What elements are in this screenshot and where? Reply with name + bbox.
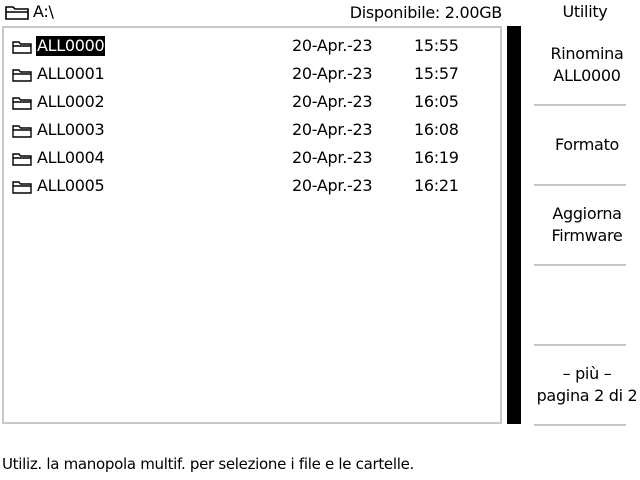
list-item[interactable]: ALL0004 20-Apr.-23 16:19 xyxy=(10,146,498,170)
free-space-label: Disponibile: 2.00GB xyxy=(349,3,503,22)
file-name: ALL0002 xyxy=(37,92,105,111)
list-item[interactable]: ALL0003 20-Apr.-23 16:08 xyxy=(10,118,498,142)
softkey-label: Formato xyxy=(554,135,620,154)
softkey-label: ALL0000 xyxy=(553,66,621,85)
softkey-label: Aggiorna xyxy=(552,204,622,223)
softkey-label: Firmware xyxy=(551,226,623,245)
rename-button[interactable]: Rinomina ALL0000 xyxy=(534,26,640,104)
file-time: 15:55 xyxy=(414,36,459,55)
file-name: ALL0005 xyxy=(37,176,105,195)
softkey-menu-title: Utility xyxy=(562,2,608,21)
scrollbar[interactable] xyxy=(507,26,521,424)
file-time: 16:21 xyxy=(414,176,459,195)
list-item[interactable]: ALL0001 20-Apr.-23 15:57 xyxy=(10,62,498,86)
file-date: 20-Apr.-23 xyxy=(292,120,373,139)
file-name: ALL0001 xyxy=(37,64,105,83)
format-button[interactable]: Formato xyxy=(534,106,640,184)
file-name: ALL0003 xyxy=(37,120,105,139)
folder-icon xyxy=(12,97,32,110)
path-text: A:\ xyxy=(33,2,54,21)
file-time: 16:05 xyxy=(414,92,459,111)
file-time: 16:19 xyxy=(414,148,459,167)
divider xyxy=(534,344,626,346)
drive-icon xyxy=(5,5,29,20)
empty-softkey[interactable] xyxy=(534,266,640,344)
list-item[interactable]: ALL0002 20-Apr.-23 16:05 xyxy=(10,90,498,114)
list-item[interactable]: ALL0000 20-Apr.-23 15:55 xyxy=(10,34,498,58)
file-list[interactable]: ALL0000 20-Apr.-23 15:55 ALL0001 20-Apr.… xyxy=(2,26,502,424)
divider xyxy=(534,264,626,266)
help-text: Utiliz. la manopola multif. per selezion… xyxy=(2,455,414,473)
file-time: 16:08 xyxy=(414,120,459,139)
folder-icon xyxy=(12,41,32,54)
file-time: 15:57 xyxy=(414,64,459,83)
softkey-label: pagina 2 di 2 xyxy=(536,386,638,405)
file-name: ALL0000 xyxy=(36,36,106,56)
file-date: 20-Apr.-23 xyxy=(292,64,373,83)
file-date: 20-Apr.-23 xyxy=(292,148,373,167)
folder-icon xyxy=(12,69,32,82)
header-bar: A:\ Disponibile: 2.00GB xyxy=(0,0,506,24)
file-date: 20-Apr.-23 xyxy=(292,176,373,195)
folder-icon xyxy=(12,125,32,138)
folder-icon xyxy=(12,181,32,194)
file-date: 20-Apr.-23 xyxy=(292,92,373,111)
list-item[interactable]: ALL0005 20-Apr.-23 16:21 xyxy=(10,174,498,198)
folder-icon xyxy=(12,153,32,166)
softkey-label: Rinomina xyxy=(550,44,624,63)
update-firmware-button[interactable]: Aggiorna Firmware xyxy=(534,186,640,264)
file-date: 20-Apr.-23 xyxy=(292,36,373,55)
divider xyxy=(534,184,626,186)
current-path: A:\ xyxy=(4,2,54,21)
divider xyxy=(534,104,626,106)
file-name: ALL0004 xyxy=(37,148,105,167)
more-button[interactable]: – più – pagina 2 di 2 xyxy=(534,346,640,424)
softkey-label: – più – xyxy=(562,364,612,383)
divider xyxy=(534,424,626,426)
